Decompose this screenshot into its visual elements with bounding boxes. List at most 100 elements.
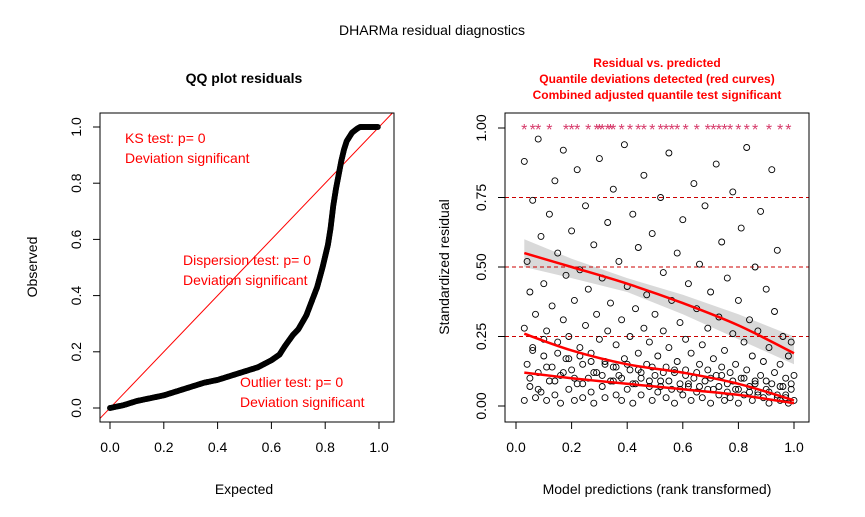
rv-point — [595, 335, 603, 343]
rv-point — [787, 338, 795, 346]
rv-point — [557, 399, 564, 407]
rv-outlier-markers-layer: * * * * * * * * *** *** * * * * * * * * * * * * * * * * * * * * * * — [521, 122, 791, 139]
rv-point — [626, 366, 634, 374]
rv-point — [771, 369, 778, 377]
rv-points-layer — [520, 135, 798, 407]
rv-point — [657, 377, 665, 385]
rv-point — [651, 371, 659, 379]
ks-test-significance: Deviation significant — [125, 150, 250, 166]
rv-point — [573, 166, 581, 174]
rv-y-tick-label: 0.50 — [473, 253, 489, 280]
rv-point — [612, 341, 620, 349]
outlier-test-label: Outlier test: p= 0 — [240, 374, 343, 390]
qq-points-layer — [107, 124, 381, 411]
rv-point — [748, 352, 756, 360]
rv-outlier-marker: * — [752, 122, 758, 139]
rv-point — [687, 349, 695, 357]
rv-point — [707, 399, 715, 407]
rv-point — [776, 360, 784, 368]
rv-point — [762, 285, 770, 293]
dispersion-test-significance: Deviation significant — [183, 272, 308, 288]
rv-point — [584, 285, 592, 293]
rv-point — [551, 391, 559, 399]
rv-point — [532, 310, 539, 318]
rv-point — [784, 352, 792, 360]
rv-point — [545, 210, 553, 218]
qq-y-axis-label: Observed — [24, 237, 40, 298]
rv-point — [737, 224, 745, 232]
rv-point — [712, 160, 720, 168]
rv-point — [718, 371, 726, 379]
rv-point — [684, 280, 692, 288]
rv-point — [534, 135, 542, 143]
rv-point — [626, 333, 634, 340]
rv-point — [737, 374, 745, 382]
rv-outlier-marker: * — [530, 122, 536, 139]
rv-point — [634, 244, 642, 251]
rv-point — [715, 383, 723, 390]
rv-point — [545, 377, 553, 385]
qq-y-tick-label: 0.6 — [68, 229, 84, 249]
rv-point — [587, 358, 595, 365]
rv-point — [520, 324, 528, 332]
rv-point — [634, 349, 642, 357]
rv-point — [684, 380, 692, 388]
rv-point — [529, 346, 537, 354]
rv-point — [534, 385, 542, 393]
rv-point — [779, 333, 787, 340]
qq-y-tick-label: 1.0 — [68, 117, 84, 137]
rv-outlier-marker: * — [568, 122, 574, 139]
residual-vs-predicted-panel: Residual vs. predicted Quantile deviatio… — [436, 56, 810, 497]
rv-point — [618, 316, 626, 324]
rv-point — [648, 396, 656, 404]
rv-point — [734, 385, 742, 393]
rv-point — [671, 399, 678, 407]
rv-point — [529, 196, 537, 204]
rv-point — [582, 202, 589, 210]
rv-point — [612, 363, 620, 371]
rv-point — [543, 396, 551, 404]
rv-outlier-marker: * — [535, 122, 541, 139]
rv-outlier-marker: * — [599, 122, 605, 139]
rv-title-line-1: Residual vs. predicted — [593, 56, 720, 70]
rv-point — [601, 360, 609, 368]
rv-point — [562, 271, 570, 279]
rv-point — [573, 380, 581, 388]
qq-x-tick-label: 0.4 — [208, 439, 228, 455]
rv-point — [559, 146, 567, 154]
rv-point — [618, 396, 626, 404]
qq-y-tick-label: 0.8 — [68, 173, 84, 193]
rv-outlier-marker: * — [657, 122, 663, 139]
rv-point — [520, 396, 528, 404]
rv-point — [570, 396, 578, 404]
rv-x-tick-label: 0.0 — [506, 439, 526, 455]
rv-point — [640, 324, 648, 332]
rv-point — [665, 149, 673, 157]
qq-x-tick-label: 0.0 — [100, 439, 120, 455]
rv-y-tick-label: 0.25 — [473, 323, 489, 350]
rv-outlier-marker: * — [674, 122, 680, 139]
rv-point — [629, 210, 637, 218]
qq-y-axis: 0.0 0.2 0.4 0.6 0.8 1.0 — [68, 117, 100, 418]
rv-point — [759, 358, 767, 365]
rv-point — [554, 349, 562, 357]
rv-point — [662, 394, 670, 402]
rv-point — [595, 155, 603, 163]
rv-outlier-marker: * — [618, 122, 624, 139]
rv-point — [790, 371, 798, 379]
qq-y-tick-label: 0.0 — [68, 398, 84, 418]
rv-point — [721, 396, 728, 404]
rv-point — [690, 180, 698, 188]
rv-point — [732, 360, 740, 368]
rv-point — [740, 374, 748, 382]
rv-outlier-marker: * — [721, 122, 727, 139]
rv-x-axis-label: Model predictions (rank transformed) — [543, 481, 772, 497]
qq-x-tick-label: 0.6 — [262, 439, 282, 455]
rv-outlier-marker: * — [710, 122, 716, 139]
rv-point — [787, 380, 795, 388]
rv-outlier-marker: * — [563, 122, 569, 139]
rv-point — [696, 260, 703, 268]
rv-point — [782, 374, 790, 382]
rv-outlier-marker: * — [705, 122, 711, 139]
rv-point — [757, 207, 765, 215]
